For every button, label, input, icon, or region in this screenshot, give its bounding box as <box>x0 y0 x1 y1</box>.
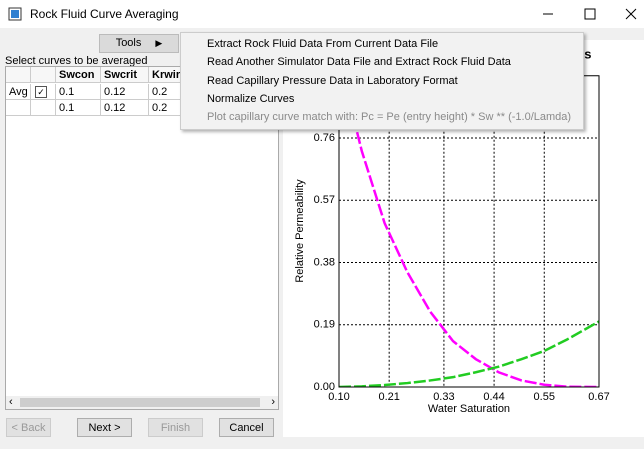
menu-item: Plot capillary curve match with: Pc = Pe… <box>207 111 572 124</box>
curve <box>339 320 599 387</box>
tools-menu: Extract Rock Fluid Data From Current Dat… <box>180 32 584 130</box>
y-tick-label: 0.00 <box>314 381 335 393</box>
checkbox-cell: ✓ <box>31 84 56 100</box>
y-axis-label: Relative Permeability <box>294 179 306 283</box>
row-header <box>6 100 31 116</box>
menu-item[interactable]: Read Capillary Pressure Data in Laborato… <box>207 74 458 87</box>
x-tick-label: 0.33 <box>433 391 454 403</box>
checkbox[interactable]: ✓ <box>35 86 47 98</box>
table-cell: 0.12 <box>101 84 149 100</box>
tools-button[interactable]: Tools ▶ <box>99 34 179 53</box>
x-tick-label: 0.67 <box>588 391 609 403</box>
scroll-thumb[interactable] <box>20 398 260 407</box>
x-tick-label: 0.44 <box>483 391 504 403</box>
column-header: Swcon <box>56 67 101 83</box>
header-cell <box>6 67 31 83</box>
column-header: Swcrit <box>101 67 149 83</box>
menu-item[interactable]: Read Another Simulator Data File and Ext… <box>207 56 511 69</box>
h-scrollbar[interactable]: ‹ › <box>6 396 278 409</box>
scroll-right[interactable]: › <box>271 396 275 408</box>
menu-item[interactable]: Normalize Curves <box>207 92 295 105</box>
button: < Back <box>6 418 51 437</box>
app-icon <box>8 7 22 21</box>
y-tick-label: 0.19 <box>314 319 335 331</box>
table-cell: 0.1 <box>56 84 101 100</box>
window-title: Rock Fluid Curve Averaging <box>30 7 179 21</box>
y-tick-label: 0.57 <box>314 194 335 206</box>
button: Finish <box>148 418 203 437</box>
checkbox-cell <box>31 100 56 116</box>
tools-label: Tools <box>115 37 142 49</box>
y-tick-label: 0.38 <box>314 256 335 268</box>
curve <box>341 75 599 387</box>
table-cell: 0.1 <box>56 100 101 116</box>
window-controls[interactable] <box>530 0 644 28</box>
scroll-left[interactable]: ‹ <box>9 396 13 408</box>
x-tick-label: 0.55 <box>534 391 555 403</box>
button[interactable]: Cancel <box>219 418 274 437</box>
x-axis-label: Water Saturation <box>428 403 510 415</box>
title-bar: Rock Fluid Curve Averaging <box>0 0 644 28</box>
x-tick-label: 0.10 <box>328 391 349 403</box>
list-label: Select curves to be averaged <box>5 55 148 67</box>
y-tick-label: 0.76 <box>314 132 335 144</box>
button[interactable]: Next > <box>77 418 132 437</box>
menu-item[interactable]: Extract Rock Fluid Data From Current Dat… <box>207 38 439 50</box>
x-tick-label: 0.21 <box>378 391 399 403</box>
arrow: ▶ <box>155 38 163 48</box>
row-label: Avg <box>6 84 31 100</box>
table-cell: 0.12 <box>101 100 149 116</box>
header-cell <box>31 67 56 83</box>
